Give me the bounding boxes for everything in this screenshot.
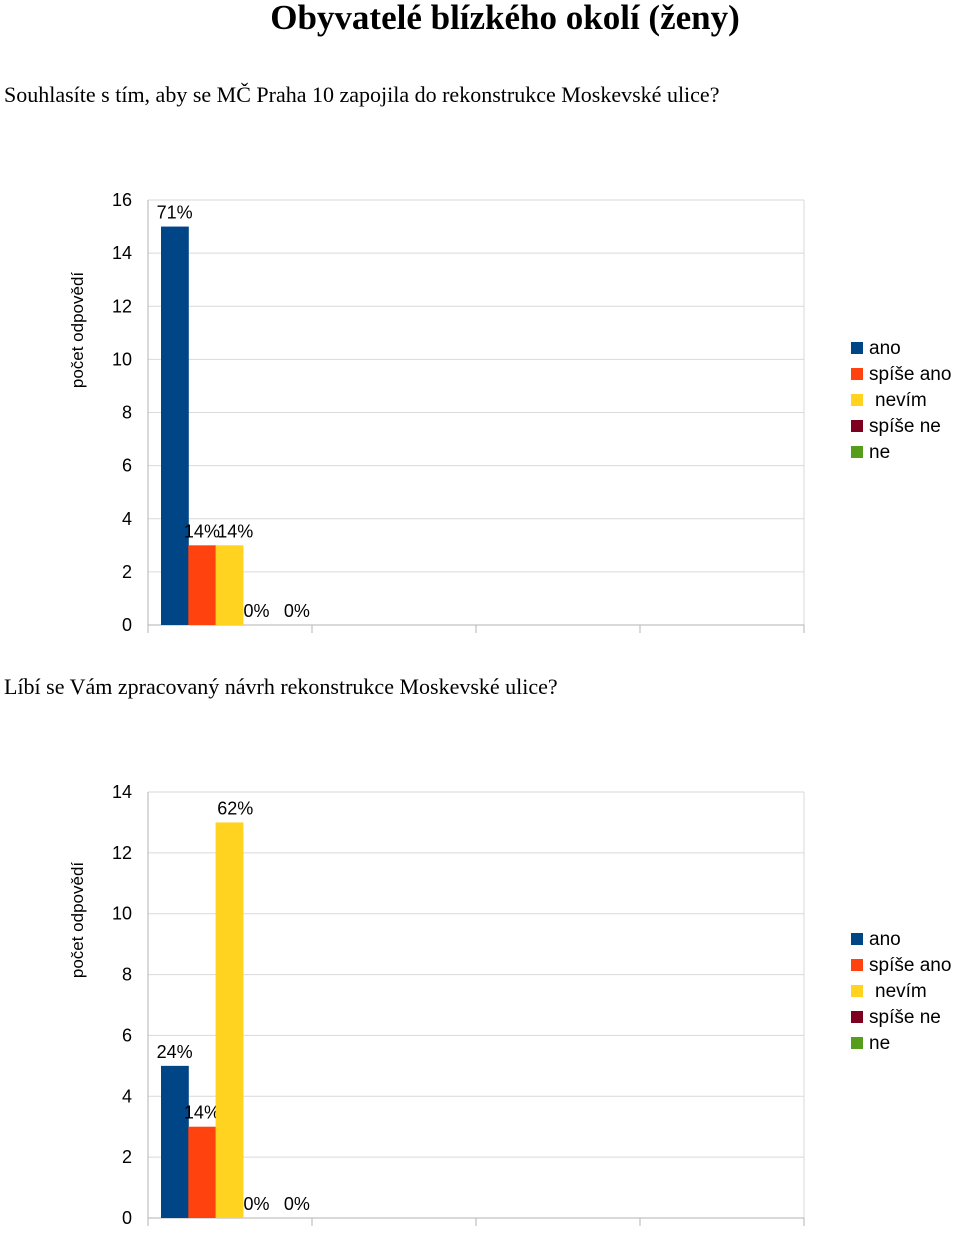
data-label: 62%: [217, 798, 253, 818]
bar-spíše-ano: [188, 1126, 217, 1218]
question-1: Souhlasíte s tím, aby se MČ Praha 10 zap…: [4, 82, 720, 107]
chart-2: 0 2 4 6 8 10 12 14 počet odpovědí 24% 14% 62% 0% 0% an…: [68, 782, 951, 1228]
y-tick-label: 8: [122, 403, 132, 423]
question-2: Líbí se Vám zpracovaný návrh rekonstrukc…: [4, 674, 558, 699]
y-tick-label: 6: [122, 1025, 132, 1045]
y-tick-label: 14: [112, 243, 132, 263]
legend-entry: nevím: [875, 390, 927, 411]
legend-entry: nevím: [875, 981, 927, 1002]
y-tick-label: 8: [122, 965, 132, 985]
bar-spíše-ano: [188, 545, 217, 625]
data-label: 14%: [217, 521, 253, 541]
legend-swatch: [851, 446, 863, 458]
y-tick-label: 12: [112, 296, 132, 316]
data-label: 0%: [284, 601, 310, 621]
data-label: 14%: [184, 521, 220, 541]
legend-swatch: [851, 1011, 863, 1023]
bar-nevím: [215, 822, 244, 1218]
legend-entry: ano: [869, 929, 901, 950]
legend-swatch: [851, 959, 863, 971]
legend-entry: ne: [869, 1033, 890, 1054]
legend-swatch: [851, 368, 863, 380]
legend-entry: spíše ano: [869, 955, 951, 976]
legend-entry: spíše ne: [869, 1007, 941, 1028]
data-label: 0%: [244, 1194, 270, 1214]
bar-nevím: [215, 545, 244, 625]
data-label: 71%: [157, 203, 193, 223]
bar-ano: [161, 226, 189, 625]
page-title: Obyvatelé blízkého okolí (ženy): [270, 0, 740, 37]
legend-entry: ano: [869, 338, 901, 359]
y-tick-label: 4: [122, 1086, 132, 1106]
legend-swatch: [851, 394, 863, 406]
y-axis-title: počet odpovědí: [68, 862, 87, 979]
y-tick-label: 0: [122, 615, 132, 635]
legend-entry: spíše ano: [869, 364, 951, 385]
legend-swatch: [851, 342, 863, 354]
y-tick-label: 16: [112, 190, 132, 210]
y-tick-label: 12: [112, 843, 132, 863]
y-tick-label: 2: [122, 1147, 132, 1167]
data-label: 14%: [184, 1103, 220, 1123]
y-tick-label: 6: [122, 456, 132, 476]
y-tick-label: 0: [122, 1208, 132, 1228]
y-axis-title: počet odpovědí: [68, 272, 87, 389]
y-tick-label: 10: [112, 349, 132, 369]
legend-swatch: [851, 420, 863, 432]
chart-1: 0 2 4 6 8 10 12 14 16 počet odpovědí 71% 14%14% 0% 0%…: [68, 190, 951, 635]
legend-swatch: [851, 985, 863, 997]
y-tick-label: 14: [112, 782, 132, 802]
y-tick-label: 10: [112, 904, 132, 924]
legend-entry: spíše ne: [869, 416, 941, 437]
bar-ano: [161, 1065, 189, 1218]
data-label: 0%: [244, 601, 270, 621]
legend-entry: ne: [869, 442, 890, 463]
data-label: 0%: [284, 1194, 310, 1214]
y-tick-label: 4: [122, 509, 132, 529]
data-label: 24%: [157, 1042, 193, 1062]
legend-swatch: [851, 1037, 863, 1049]
legend-swatch: [851, 933, 863, 945]
y-tick-label: 2: [122, 562, 132, 582]
